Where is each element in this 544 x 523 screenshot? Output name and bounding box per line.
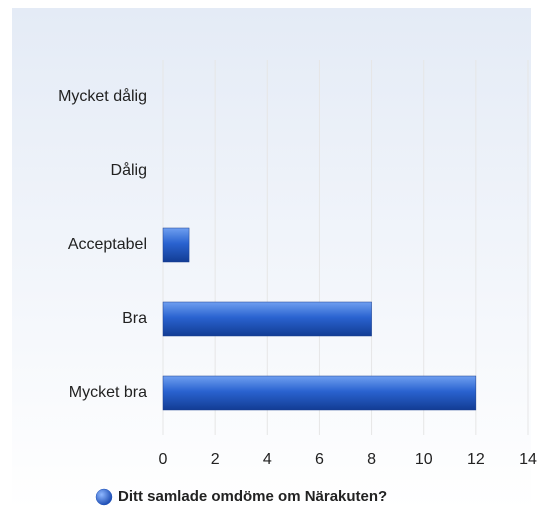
x-tick-label: 8: [367, 451, 376, 468]
y-tick-label: Bra: [122, 310, 147, 327]
background: [12, 8, 531, 510]
x-tick-label: 14: [519, 451, 537, 468]
bar: [162, 301, 372, 337]
x-tick-label: 4: [263, 451, 272, 468]
legend-text: Ditt samlade omdöme om Närakuten?: [118, 488, 387, 505]
x-tick-label: 10: [415, 451, 433, 468]
bar: [162, 375, 477, 411]
y-tick-label: Dålig: [111, 161, 147, 179]
x-tick-label: 12: [467, 451, 485, 468]
x-tick-label: 0: [159, 451, 168, 468]
bar: [162, 227, 190, 263]
x-tick-label: 2: [211, 451, 220, 468]
y-tick-label: Acceptabel: [68, 236, 147, 253]
y-tick-label: Mycket bra: [69, 384, 147, 401]
y-tick-label: Mycket dålig: [58, 87, 147, 105]
x-tick-label: 6: [315, 451, 324, 468]
legend-marker: [95, 488, 113, 506]
